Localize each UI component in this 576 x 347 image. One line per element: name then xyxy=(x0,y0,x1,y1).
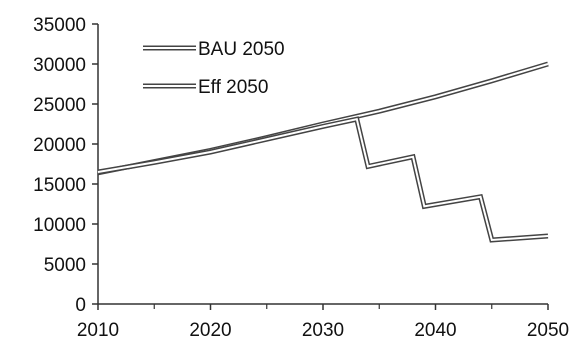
legend-label: Eff 2050 xyxy=(198,77,268,98)
y-tick-label: 15000 xyxy=(33,175,86,196)
y-tick-label: 0 xyxy=(75,295,86,316)
y-tick-label: 20000 xyxy=(33,135,86,156)
chart-series xyxy=(97,61,549,243)
x-axis-ticks: 2010 2020 2030 2040 2050 xyxy=(77,304,569,341)
x-tick-label: 2030 xyxy=(302,320,344,341)
y-tick-label: 25000 xyxy=(33,95,86,116)
x-tick-label: 2040 xyxy=(414,320,456,341)
y-tick-label: 10000 xyxy=(33,215,86,236)
y-tick-label: 5000 xyxy=(44,255,86,276)
chart-axes xyxy=(97,24,548,305)
series-line-inner xyxy=(97,118,549,242)
y-tick-label: 35000 xyxy=(33,15,86,36)
x-tick-label: 2010 xyxy=(77,320,119,341)
chart-legend: BAU 2050 Eff 2050 xyxy=(143,39,285,98)
series-line-inner xyxy=(97,63,549,174)
series-line-eff-2050 xyxy=(97,116,549,243)
y-tick-label: 30000 xyxy=(33,55,86,76)
x-tick-label: 2020 xyxy=(189,320,231,341)
series-line-bau-2050 xyxy=(97,61,549,176)
x-tick-label: 2050 xyxy=(527,320,569,341)
legend-label: BAU 2050 xyxy=(198,39,285,60)
y-axis-ticks: 0 5000 10000 15000 20000 25000 30000 35000 xyxy=(33,15,98,316)
